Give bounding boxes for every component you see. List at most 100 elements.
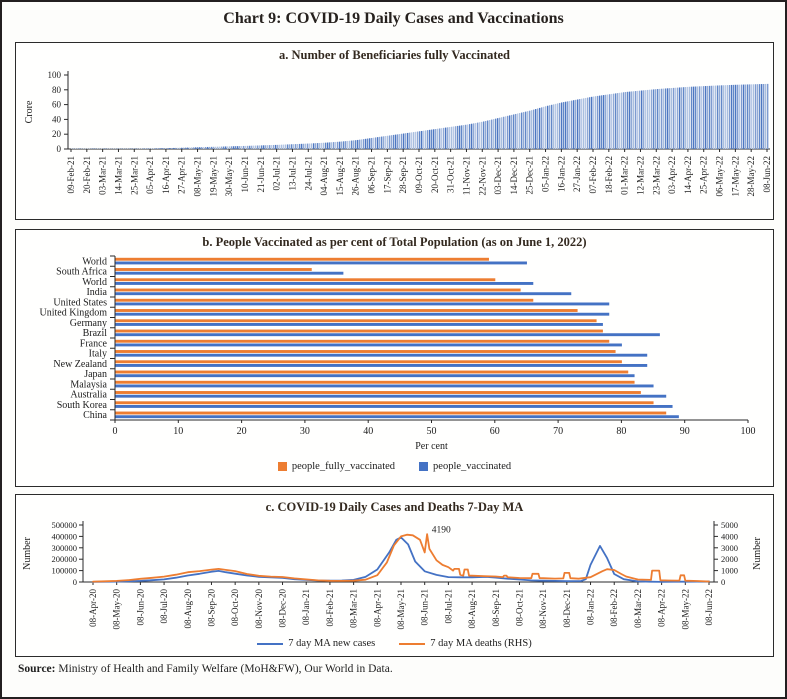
daily-bar [153, 148, 155, 149]
x-tick-label: 08-Oct-20 [230, 589, 240, 626]
fully-vaccinated-bar [115, 257, 489, 261]
daily-bar [377, 137, 379, 149]
daily-bar [419, 131, 421, 149]
daily-bar [169, 148, 171, 149]
daily-bar [461, 125, 463, 149]
daily-bar [379, 136, 381, 149]
daily-bar [523, 112, 525, 149]
x-tick-label: 31-Oct-21 [446, 156, 456, 193]
daily-bar [483, 121, 485, 149]
vaccinated-bar [115, 312, 610, 316]
daily-bar [313, 143, 315, 149]
legend-label: people_fully_vaccinated [291, 461, 396, 472]
category-label: United States [53, 297, 107, 308]
daily-bar [695, 86, 697, 149]
daily-bar [295, 144, 297, 149]
daily-bar [403, 133, 405, 149]
panel-c-chart: 0100000200000300000400000500000010002000… [22, 520, 763, 630]
category-label: Malaysia [70, 379, 107, 390]
x-tick-label: 08-Aug-20 [183, 589, 193, 629]
daily-bar [297, 143, 299, 149]
daily-bar [349, 140, 351, 149]
x-tick-label: 08-Feb-21 [325, 589, 335, 627]
daily-bar [663, 88, 665, 149]
x-tick-label: 08-Jul-21 [443, 589, 453, 624]
daily-bar [637, 90, 639, 149]
daily-bar [605, 94, 607, 149]
daily-bar [553, 104, 555, 149]
daily-bar [643, 90, 645, 149]
daily-bar [685, 87, 687, 149]
daily-bar [433, 129, 435, 149]
daily-bar [577, 99, 579, 149]
daily-bar [305, 143, 307, 149]
daily-bar [559, 102, 561, 149]
daily-bar [649, 89, 651, 149]
daily-bar [731, 84, 733, 149]
x-tick-label: 24-Jul-21 [303, 156, 313, 191]
daily-bar [733, 84, 735, 149]
x-tick-label: 08-Apr-22 [657, 589, 667, 627]
panel-a-beneficiaries: a. Number of Beneficiaries fully Vaccina… [15, 42, 774, 220]
daily-bar [491, 119, 493, 149]
daily-bar [625, 91, 627, 149]
x-tick-label: 03-Mar-21 [98, 156, 108, 195]
x-tick-label: 40 [363, 426, 373, 437]
panel-a-chart: 0 20 40 60 80 100 Crore 09-Feb-21 20-Feb-21 03-Ma… [24, 70, 772, 197]
daily-bar [253, 145, 255, 149]
x-tick-label: 04-Aug-21 [319, 156, 329, 196]
left-tick-label: 500000 [52, 520, 78, 530]
daily-bar [499, 117, 501, 149]
daily-bar [197, 147, 199, 149]
fully-vaccinated-bar [115, 298, 534, 302]
legend-item-new-cases: 7 day MA new cases [257, 638, 375, 649]
daily-bar [331, 142, 333, 149]
daily-bar [189, 147, 191, 149]
daily-bar [735, 84, 737, 149]
daily-bar [583, 98, 585, 149]
fully-vaccinated-bar [115, 411, 667, 415]
daily-bar [681, 87, 683, 149]
daily-bar [193, 147, 195, 149]
daily-bar [655, 89, 657, 149]
daily-bar [441, 128, 443, 149]
fully-vaccinated-bar [115, 391, 641, 394]
left-tick-label: 300000 [52, 543, 78, 553]
daily-bar [459, 125, 461, 149]
x-tick-label: 20-Feb-21 [82, 156, 92, 194]
daily-bar [429, 129, 431, 149]
daily-bar [271, 145, 273, 149]
panel-c-title: c. COVID-19 Daily Cases and Deaths 7-Day… [265, 500, 524, 514]
x-tick-label: 08-Oct-21 [514, 589, 524, 626]
x-tick-label: 20-Oct-21 [430, 156, 440, 193]
x-tick-label: 25-Mar-21 [129, 156, 139, 195]
daily-bar [319, 142, 321, 149]
daily-bar [631, 91, 633, 149]
fully-vaccinated-bar [115, 350, 616, 353]
daily-bar [311, 143, 313, 149]
x-tick-label: 25-Dec-21 [525, 156, 535, 194]
daily-bar [413, 132, 415, 149]
daily-bar [487, 120, 489, 149]
daily-bar [715, 85, 717, 149]
panel-b-title: b. People Vaccinated as per cent of Tota… [202, 235, 587, 249]
fully-vaccinated-bar [115, 370, 629, 374]
daily-bar [705, 86, 707, 149]
daily-bar [293, 144, 295, 149]
daily-bar [289, 144, 291, 149]
daily-bar [667, 88, 669, 149]
fully-vaccinated-bar [115, 268, 312, 271]
daily-bar [231, 146, 233, 149]
daily-bar [531, 110, 533, 149]
x-tick-label: 08-Feb-22 [609, 589, 619, 627]
daily-bar [159, 148, 161, 149]
left-axis-title: Number [22, 536, 33, 569]
right-tick-label: 4000 [721, 531, 738, 541]
daily-bar [703, 86, 705, 149]
x-tick-label: 26-Aug-21 [351, 156, 361, 196]
daily-bar [393, 134, 395, 149]
source-label: Source: [18, 663, 56, 675]
daily-bar [401, 133, 403, 149]
daily-bar [669, 88, 671, 149]
